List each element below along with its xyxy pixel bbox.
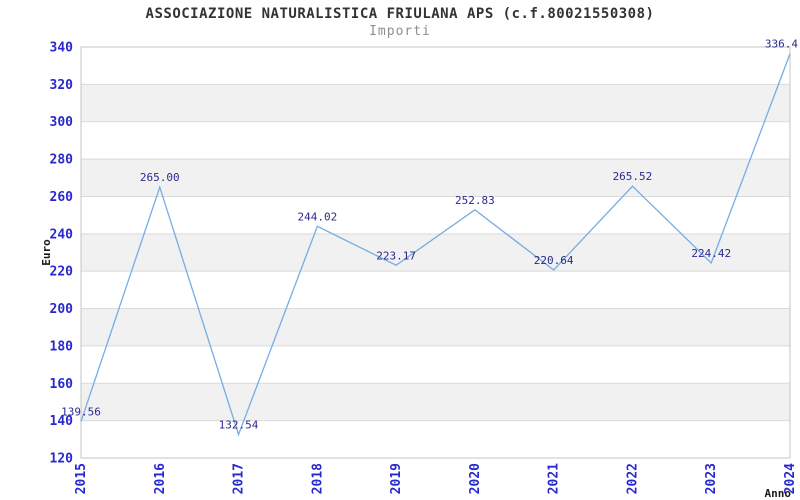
x-tick-label: 2024: [783, 463, 798, 494]
x-tick-label: 2023: [704, 463, 719, 494]
y-tick-label: 180: [50, 339, 74, 354]
data-point-label: 265.00: [140, 171, 180, 184]
x-tick-label: 2021: [547, 463, 562, 494]
x-tick-label: 2015: [74, 463, 89, 494]
data-point-label: 132.54: [219, 419, 259, 432]
data-line: [80, 53, 791, 437]
x-tick-label: 2020: [468, 463, 483, 494]
y-tick-label: 160: [50, 377, 74, 392]
y-tick-label: 280: [50, 153, 74, 168]
grid-band: [81, 383, 790, 421]
data-point-label: 252.83: [455, 194, 495, 207]
y-tick-label: 220: [50, 265, 74, 280]
data-point-label: 139.56: [61, 405, 101, 418]
chart-title: ASSOCIAZIONE NATURALISTICA FRIULANA APS …: [145, 6, 655, 22]
x-tick-label: 2017: [232, 463, 247, 494]
y-tick-label: 340: [50, 41, 74, 56]
data-point-label: 244.02: [297, 210, 337, 223]
y-tick-label: 200: [50, 302, 74, 317]
y-tick-label: 260: [50, 190, 74, 205]
x-tick-label: 2022: [625, 463, 640, 494]
x-tick-label: 2016: [153, 463, 168, 494]
grid-band: [81, 233, 790, 272]
x-axis-title: Anno: [765, 487, 792, 500]
grid-band: [81, 84, 790, 122]
y-tick-label: 300: [50, 115, 74, 130]
grid-band: [81, 159, 790, 197]
y-axis-title: Euro: [40, 239, 53, 266]
x-tick-label: 2018: [310, 463, 325, 494]
y-tick-label: 120: [50, 452, 74, 467]
plot-border: [80, 46, 791, 459]
data-point-label: 220.64: [534, 254, 574, 267]
y-tick-label: 240: [50, 227, 74, 242]
grid-band: [81, 308, 790, 346]
x-tick-label: 2019: [389, 463, 404, 494]
data-point-label: 336.4: [765, 38, 798, 51]
data-point-label: 223.17: [376, 249, 416, 262]
chart-subtitle: Importi: [369, 24, 431, 39]
y-tick-label: 140: [50, 414, 74, 429]
data-point-label: 224.42: [691, 247, 731, 260]
data-point-label: 265.52: [613, 170, 653, 183]
y-tick-label: 320: [50, 78, 74, 93]
